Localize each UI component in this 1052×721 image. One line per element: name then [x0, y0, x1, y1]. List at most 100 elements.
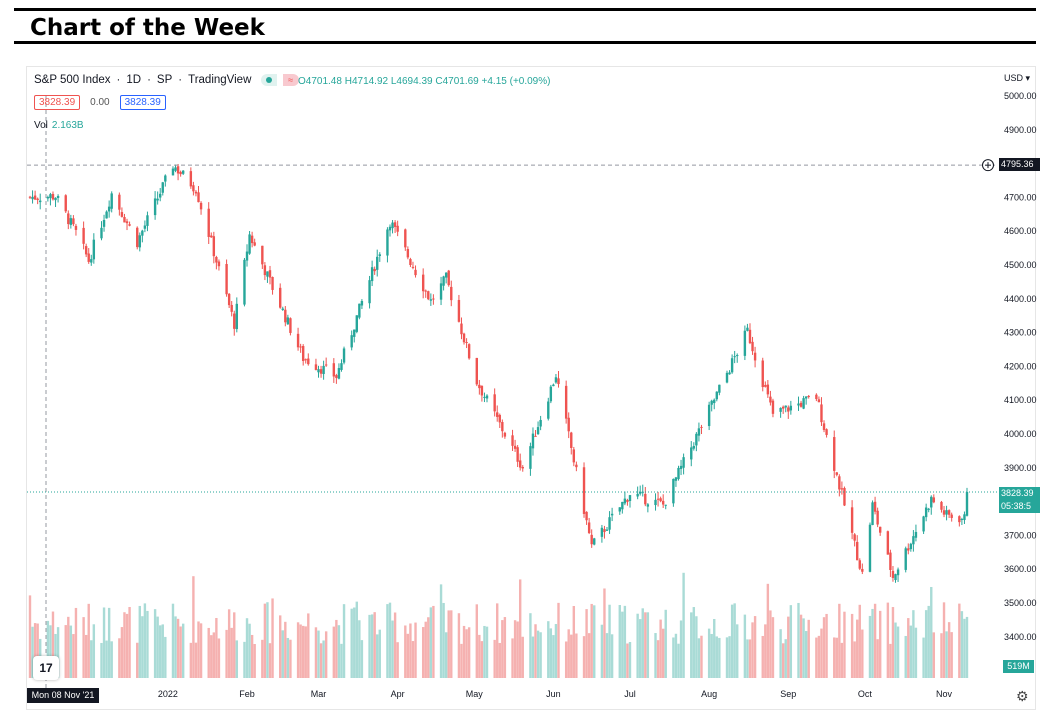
volume-bar — [626, 643, 629, 678]
volume-bar — [92, 624, 96, 678]
currency-label[interactable]: USD — [1004, 73, 1024, 83]
settings-gear-icon[interactable]: ⚙ — [1016, 688, 1029, 704]
candle-body — [467, 344, 471, 359]
tradingview-logo[interactable]: 17 — [33, 656, 59, 680]
volume-bar — [181, 623, 185, 678]
candle-body — [871, 502, 874, 526]
buy-button[interactable]: 3828.39 — [119, 95, 166, 110]
volume-bar — [718, 637, 721, 678]
volume-bar — [608, 604, 611, 678]
volume-bar — [450, 610, 453, 678]
volume-bar — [189, 642, 193, 678]
candle-body — [840, 488, 844, 490]
volume-bar — [462, 625, 466, 678]
volume-bar — [483, 625, 486, 678]
volume-bar — [907, 618, 910, 678]
interval-label[interactable]: 1D — [126, 74, 142, 87]
candle-body — [82, 227, 85, 244]
candle-body — [128, 224, 131, 226]
volume-bar — [268, 643, 272, 678]
volume-bar — [393, 612, 397, 678]
y-tick-label: 4000.00 — [1004, 429, 1037, 439]
candle-body — [444, 272, 448, 278]
volume-bar — [335, 619, 338, 678]
candle-body — [496, 412, 499, 417]
volume-bar — [715, 636, 718, 678]
volume-bar — [159, 625, 162, 678]
compare-wave-icon[interactable]: ≈ — [282, 74, 299, 86]
candle-body — [404, 229, 407, 248]
volume-bar — [692, 607, 696, 678]
volume-bar — [414, 622, 417, 678]
candle-body — [672, 478, 675, 504]
volume-bar — [250, 634, 254, 678]
candle-body — [942, 510, 946, 515]
volume-bar — [878, 610, 882, 678]
candle-body — [192, 185, 195, 192]
volume-bar — [593, 605, 596, 678]
candle-body — [511, 435, 514, 446]
x-tick-label: Feb — [239, 689, 255, 699]
volume-bar — [771, 617, 775, 678]
volume-bar — [621, 611, 624, 678]
currency-selector[interactable]: USD ▾ — [1004, 73, 1031, 83]
volume-bar — [192, 576, 195, 678]
volume-bar — [697, 638, 701, 678]
volume-bar — [636, 613, 639, 678]
candle-body — [485, 395, 489, 399]
visibility-toggle-icon[interactable] — [260, 74, 277, 86]
candle-body — [263, 265, 267, 276]
candle-body — [736, 355, 739, 357]
candle-body — [439, 283, 443, 300]
candle-body — [690, 447, 693, 460]
candle-body — [807, 395, 810, 397]
candle-body — [638, 491, 642, 494]
volume-bar — [945, 631, 948, 678]
volume-bar — [360, 640, 364, 678]
volume-bar — [557, 602, 560, 678]
volume-bar — [49, 625, 52, 678]
candle-body — [49, 194, 52, 199]
candle-body — [161, 182, 164, 193]
volume-bar — [965, 616, 969, 678]
candle-body — [296, 333, 300, 348]
candle-body — [891, 570, 895, 578]
spread-value: 0.00 — [90, 97, 110, 108]
volume-bar — [391, 620, 394, 678]
volume-bar — [572, 605, 576, 678]
candle-body — [784, 405, 787, 408]
volume-bar — [820, 628, 823, 678]
volume-bar — [654, 633, 657, 678]
candle-body — [529, 446, 532, 469]
candle-body — [682, 457, 685, 468]
y-tick-label: 4200.00 — [1004, 361, 1037, 371]
volume-bar — [894, 622, 897, 678]
sell-button[interactable]: 3828.39 — [34, 95, 81, 110]
volume-bar — [710, 633, 713, 678]
countdown-tag: 05:38:5 — [999, 500, 1040, 513]
volume-bar — [871, 608, 874, 678]
volume-bar — [807, 619, 810, 678]
crosshair-date-tag: Mon 08 Nov '21 — [27, 688, 99, 703]
candle-body — [358, 303, 361, 318]
candle-body — [245, 251, 249, 261]
volume-label: Vol — [34, 120, 48, 131]
volume-bar — [299, 624, 302, 678]
candle-body — [748, 329, 752, 344]
volume-bar — [700, 635, 703, 678]
volume-bar — [286, 637, 290, 678]
symbol-label[interactable]: S&P 500 Index — [34, 74, 111, 87]
volume-bar — [600, 624, 604, 678]
volume-bar — [284, 621, 287, 678]
volume-bar — [156, 616, 159, 678]
volume-bar — [217, 638, 221, 678]
volume-bar — [603, 588, 606, 678]
x-tick-label: Mar — [311, 689, 327, 699]
volume-bar — [319, 643, 323, 678]
volume-bar — [644, 612, 647, 678]
candle-body — [779, 407, 782, 412]
volume-bar — [225, 629, 228, 678]
volume-bar — [587, 633, 591, 678]
candle-body — [462, 333, 466, 343]
volume-bar — [590, 603, 593, 678]
